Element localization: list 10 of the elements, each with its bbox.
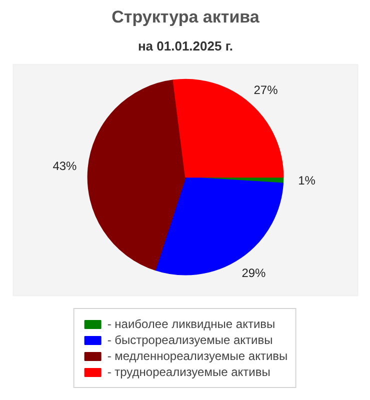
chart-subtitle: на 01.01.2025 г. — [138, 38, 234, 54]
data-label: 1% — [298, 174, 316, 188]
chart-title: Структура актива — [112, 8, 260, 26]
data-label: 29% — [242, 266, 266, 280]
data-label: 43% — [52, 159, 78, 174]
data-label: 27% — [254, 83, 278, 98]
legend-label: - труднореализуемые активы — [107, 365, 270, 379]
legend-label: - быстрореализуемые активы — [107, 333, 273, 347]
legend-label: - наиболее ликвидные активы — [107, 317, 276, 331]
legend-label: - медленнореализуемые активы — [107, 349, 288, 363]
